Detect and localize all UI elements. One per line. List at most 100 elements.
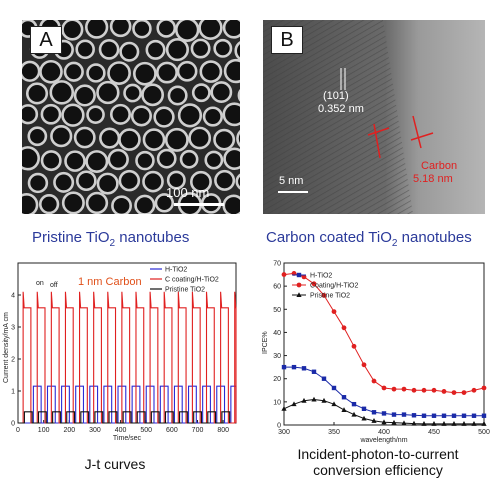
nanotube-ring [153,106,175,128]
ipce-y-tick-label: 60 [273,284,281,291]
ipce-data-point [421,421,427,426]
ipce-legend-label: Pristine TiO2 [310,293,350,300]
ipce-data-point [471,413,477,418]
nanotube-ring [174,20,200,42]
nanotube-ring [123,83,142,103]
nanotube-ring [222,194,240,214]
tem-lattice-image [263,20,485,214]
nanotube-ring [27,126,48,147]
jt-x-tick-label: 200 [63,427,75,434]
tem-scale-label: 5 nm [279,175,304,187]
jt-x-tick-label: 100 [38,427,50,434]
nanotube-ring [85,20,109,39]
ipce-data-point [341,407,347,412]
ipce-y-tick-label: 50 [273,307,281,314]
ipce-legend-label: Coating/H-TiO2 [310,283,358,290]
ipce-data-point [281,272,287,277]
panel-a-caption: Pristine TiO2 nanotubes [32,229,190,249]
ipce-data-point [471,387,477,393]
nanotube-ring [118,128,141,151]
ipce-data-point [331,401,337,407]
ipce-data-point [341,325,347,331]
ipce-y-tick-label: 40 [273,330,281,337]
nanotube-ring [61,103,85,127]
nanotube-ring [167,85,188,106]
jt-x-tick-label: 600 [166,427,178,434]
ipce-data-point [351,411,357,417]
jt-y-axis-label: Current density/mA cm [3,312,10,383]
ipce-data-point [331,309,337,314]
ipce-data-point [381,411,387,416]
ipce-data-point [481,413,487,418]
jt-legend-label: Pristine TiO2 [165,287,205,294]
ipce-data-point [371,410,377,415]
jt-x-tick-label: 500 [140,427,152,434]
nanotube-ring [85,150,109,173]
ipce-data-point [381,385,387,391]
ipce-x-tick-label: 400 [378,429,390,436]
ipce-data-point [431,421,437,426]
ipce-x-axis-label: wavelength/nm [359,437,407,444]
nanotube-ring [156,61,178,84]
nanotube-ring [132,61,157,86]
jt-series-line [18,291,237,424]
nanotube-ring [73,84,96,107]
jt-x-tick-label: 300 [89,427,101,434]
ipce-y-tick-label: 30 [273,353,281,360]
jt-annotation: 1 nm Carbon [78,276,142,288]
nanotube-ring [210,81,233,103]
nanotube-ring [109,20,132,38]
nanotube-ring [98,39,120,60]
nanotube-ring [38,194,60,214]
nanotube-ring [142,170,164,193]
nanotube-ring [40,103,62,125]
sem-image-panel: A 100 nm [22,20,240,214]
nanotube-ring [25,82,49,105]
ipce-data-point [311,369,317,374]
jt-y-tick-label: 3 [11,325,15,332]
jt-x-tick-label: 700 [192,427,204,434]
nanotube-ring [86,105,105,124]
nanotube-ring [39,59,63,84]
ipce-data-point [301,397,307,403]
ipce-plot-frame [283,262,485,426]
ipce-data-point [296,272,302,278]
ipce-data-point [371,378,377,384]
nanotube-ring [223,58,240,84]
nanotube-ring [141,83,165,107]
nanotube-ring [156,148,177,169]
ipce-data-point [391,386,397,392]
nanotube-ring [22,193,39,214]
jt-x-tick-label: 0 [16,427,20,434]
nanotube-ring [154,193,175,213]
tem-image-panel: B (101) 0.352 nm 5 nm Carbon 5.18 nm [263,20,485,214]
nanotube-ring [118,169,141,192]
nanotube-ring [222,20,240,39]
nanotube-ring [214,169,236,191]
ipce-data-point [451,390,457,395]
sem-scale-label: 100 nm [166,185,210,200]
nanotube-ring [202,106,223,127]
ipce-data-point [411,387,417,393]
nanotube-ring [75,39,95,60]
jt-x-tick-label: 400 [115,427,127,434]
nanotube-ring [107,148,129,171]
nanotube-ring [190,170,212,193]
ipce-data-point [471,421,477,426]
jt-chart-panel: 0 100 200 300 400 500 600 700 800 0 1 2 3 4 H-TiO2 C co… [0,255,245,442]
nanotube-ring [177,103,203,128]
nanotube-ring [109,103,132,125]
ipce-data-point [296,292,302,297]
jt-legend-label: H-TiO2 [165,267,187,274]
jt-legend-label: C coating/H-TiO2 [165,277,219,284]
nanotube-ring [53,171,75,193]
carbon-thickness-label: 5.18 nm [413,173,453,185]
ipce-data-point [371,418,377,423]
carbon-label: Carbon [421,160,458,172]
nanotube-ring [40,150,62,172]
ipce-data-point [361,362,367,368]
nanotube-ring [132,20,152,39]
nanotube-ring [50,125,73,148]
ipce-data-point [291,364,297,370]
nanotube-ring [99,127,121,149]
